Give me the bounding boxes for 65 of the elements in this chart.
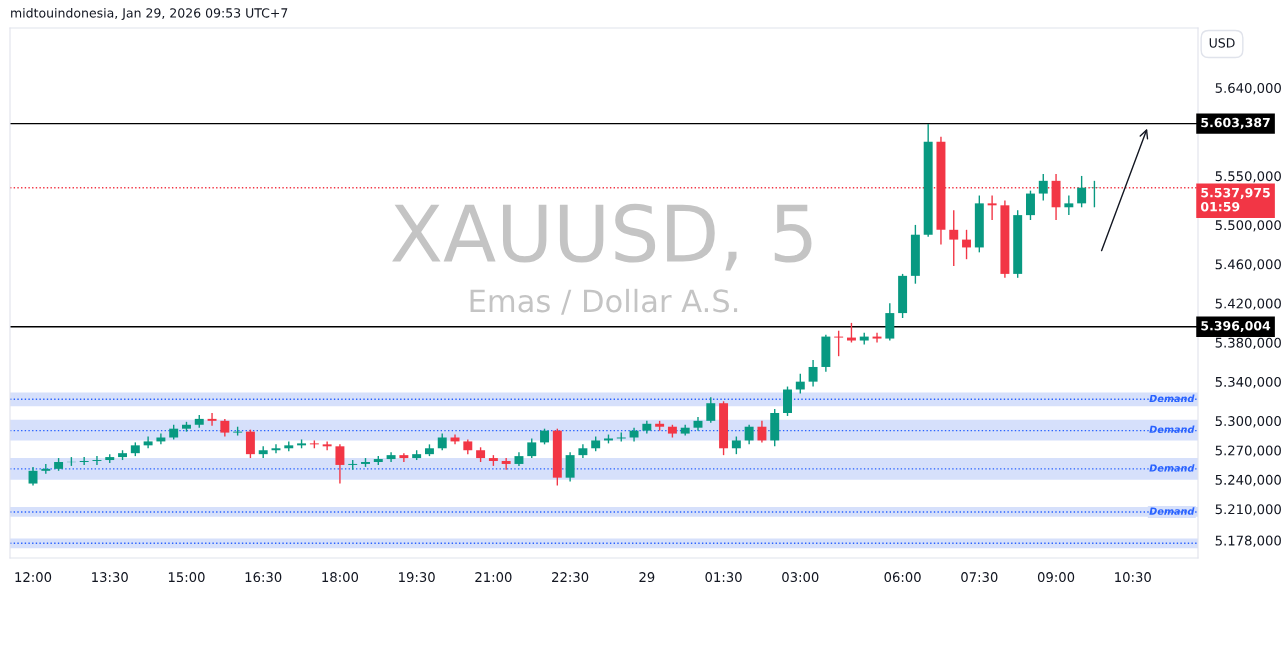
band-label: Demand [1149, 425, 1195, 433]
y-tick-label: 5.550,000 [1215, 171, 1281, 183]
band-label: Demand [1149, 394, 1195, 403]
candlestick [245, 428, 255, 459]
candlestick [1026, 189, 1035, 221]
candlestick [744, 424, 754, 446]
y-tick-label: 5.178,000 [1215, 535, 1281, 547]
candlestick [962, 229, 972, 260]
candlestick [41, 463, 51, 475]
candlestick [834, 330, 844, 357]
x-tick-label: 15:00 [168, 572, 205, 583]
y-tick-label: 5.460,000 [1215, 259, 1281, 271]
candlestick [565, 451, 575, 483]
candlestick [207, 412, 217, 427]
ref-line-label: 5.396,004 [1201, 320, 1271, 333]
candlestick [399, 452, 409, 463]
candlestick [92, 455, 102, 466]
x-tick-label: 16:30 [245, 572, 282, 583]
y-tick-label: 5.420,000 [1215, 298, 1281, 310]
candlestick [79, 456, 89, 466]
candlestick [808, 359, 818, 388]
y-tick-label: 5.300,000 [1215, 416, 1281, 428]
chart-title: midtouindonesia, Jan 29, 2026 09:53 UTC+7 [11, 7, 288, 20]
candlestick [1077, 175, 1087, 208]
candlestick [322, 440, 332, 451]
band-label: Demand [1149, 464, 1195, 472]
x-tick-label: 22:30 [552, 572, 589, 583]
candlestick [1038, 173, 1048, 202]
y-tick-label: 5.240,000 [1215, 474, 1281, 487]
x-tick-label: 29 [639, 572, 655, 583]
x-tick-label: 13:30 [92, 572, 128, 583]
annotation: XAUUSD, 5 [392, 203, 812, 271]
candlestick [949, 209, 959, 267]
x-tick-label: 12:00 [15, 572, 52, 583]
x-tick-label: 21:00 [475, 572, 512, 583]
candlestick [501, 457, 511, 471]
y-tick-label: 5.340,000 [1215, 376, 1281, 389]
y-tick-label: 5.640,000 [1215, 82, 1281, 95]
y-tick-label: 5.500,000 [1215, 220, 1281, 232]
annotation: Emas / Dollar A.S. [470, 288, 738, 315]
candlestick [987, 194, 997, 221]
candlestick [795, 373, 805, 395]
x-tick-label: 09:00 [1037, 572, 1075, 583]
x-tick-label: 18:00 [322, 572, 359, 583]
ref-line-label: 5.537,975 01:59 [1200, 187, 1270, 212]
x-tick-label: 01:30 [705, 572, 742, 583]
candlestick [527, 437, 537, 459]
candlestick [846, 322, 856, 344]
candlestick [335, 443, 345, 485]
y-tick-label: 5.210,000 [1215, 504, 1281, 516]
x-tick-label: 19:30 [399, 572, 435, 583]
ref-line-label: 5.603,387 [1201, 117, 1270, 129]
x-tick-label: 10:30 [1115, 572, 1151, 583]
y-axis-title: USD [1209, 38, 1235, 48]
candlestick [28, 466, 38, 487]
band-label: Demand [1149, 507, 1195, 515]
x-tick-label: 06:00 [884, 572, 921, 583]
candlestick [783, 385, 792, 417]
y-tick-label: 5.270,000 [1215, 445, 1281, 457]
candlestick [706, 396, 716, 424]
candlestick [1064, 194, 1074, 216]
x-tick-label: 07:30 [961, 572, 998, 583]
candlestick [757, 420, 767, 444]
y-tick-label: 5.380,000 [1215, 337, 1281, 350]
x-tick-label: 03:00 [782, 572, 819, 583]
